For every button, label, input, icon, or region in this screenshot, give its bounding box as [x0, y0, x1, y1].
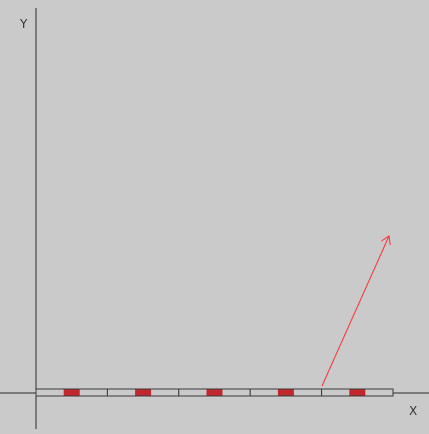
segment-marker: [206, 389, 223, 396]
y-axis-label: Y: [19, 17, 28, 31]
x-axis-label: X: [409, 404, 417, 418]
segment-marker: [135, 389, 152, 396]
segment-bar: [35, 388, 394, 397]
vector-arrow: [321, 236, 389, 387]
segment-marker: [277, 389, 294, 396]
segment-marker: [349, 389, 366, 396]
segment-marker: [63, 389, 80, 396]
